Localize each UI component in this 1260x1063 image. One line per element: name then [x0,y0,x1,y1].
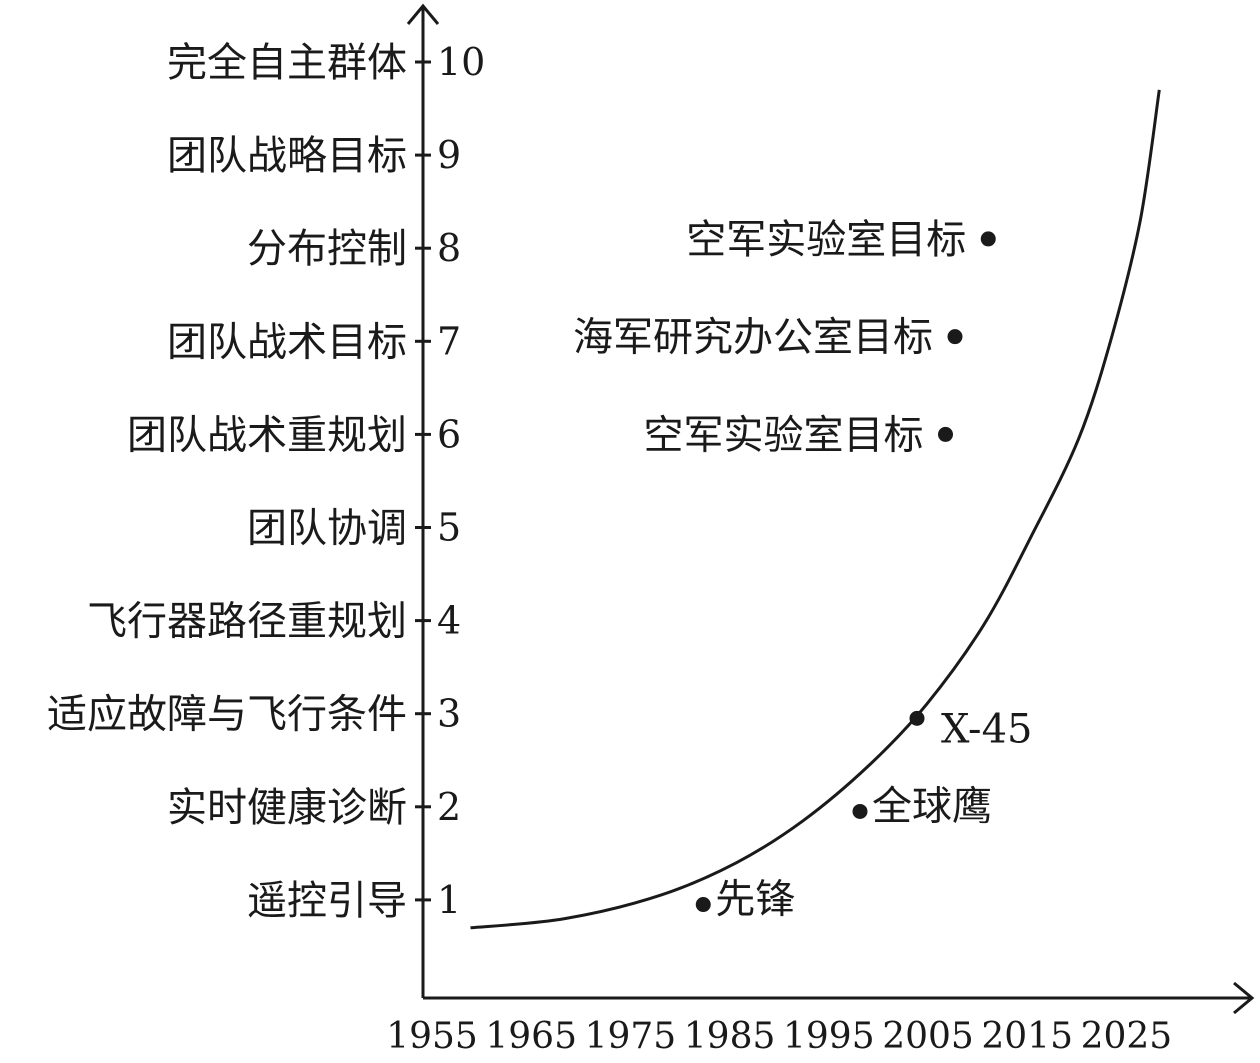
autonomy-level-label: 适应故障与飞行条件 [47,692,407,738]
data-point-label: X-45 [941,706,1032,752]
data-point-label: 空军实验室目标 [686,217,966,263]
points-layer [695,231,996,913]
y-tick-label: 3 [437,692,461,736]
autonomy-level-label: 团队战术目标 [167,319,407,365]
autonomy-level-label: 完全自主群体 [167,40,407,86]
data-point [852,803,868,819]
data-point-label: 先锋 [715,877,795,923]
x-tick-label: 2025 [1081,1016,1173,1057]
trend-curve-layer [470,89,1161,930]
x-tick-label: 1995 [783,1016,875,1057]
autonomy-level-label: 团队战术重规划 [127,412,407,458]
y-tick-label: 7 [437,319,461,363]
autonomy-level-label: 实时健康诊断 [167,785,407,831]
x-tick-label: 2015 [981,1016,1073,1057]
y-tick-label: 9 [437,133,461,177]
x-tick-label: 1975 [585,1016,677,1057]
data-point [695,897,711,913]
y-tick-label: 1 [437,878,461,922]
data-point-label: 全球鹰 [872,783,992,829]
y-tick-label: 6 [437,412,461,456]
y-tick-label: 2 [437,785,461,829]
y-tick-label: 10 [437,40,485,84]
x-tick-label: 1955 [386,1016,478,1057]
data-point [909,710,925,726]
autonomy-level-label: 遥控引导 [247,878,407,924]
autonomy-level-label: 团队协调 [247,506,407,552]
x-axis-arrow [1233,981,1255,1015]
x-tick-label: 2005 [882,1016,974,1057]
data-point [947,329,963,345]
axes: 1 遥控引导 2 实时健康诊断 3 适应故障与飞行条件 4 飞行器路径重规划 5 团队协调 6 团队战… [47,3,1255,1057]
autonomy-level-label: 飞行器路径重规划 [87,599,407,645]
autonomy-level-label: 分布控制 [247,226,407,272]
y-tick-label: 5 [437,506,461,550]
y-tick-label: 8 [437,226,461,270]
autonomy-level-label: 团队战略目标 [167,133,407,179]
data-point-label: 空军实验室目标 [644,412,924,458]
data-point-label: 海军研究办公室目标 [573,315,933,361]
data-point [980,231,996,247]
data-point [938,426,953,442]
y-axis-arrow [406,3,440,25]
trend-curve [470,89,1161,930]
x-tick-label: 1985 [684,1016,776,1057]
x-tick-label: 1965 [485,1016,577,1057]
y-tick-label: 4 [437,599,461,643]
